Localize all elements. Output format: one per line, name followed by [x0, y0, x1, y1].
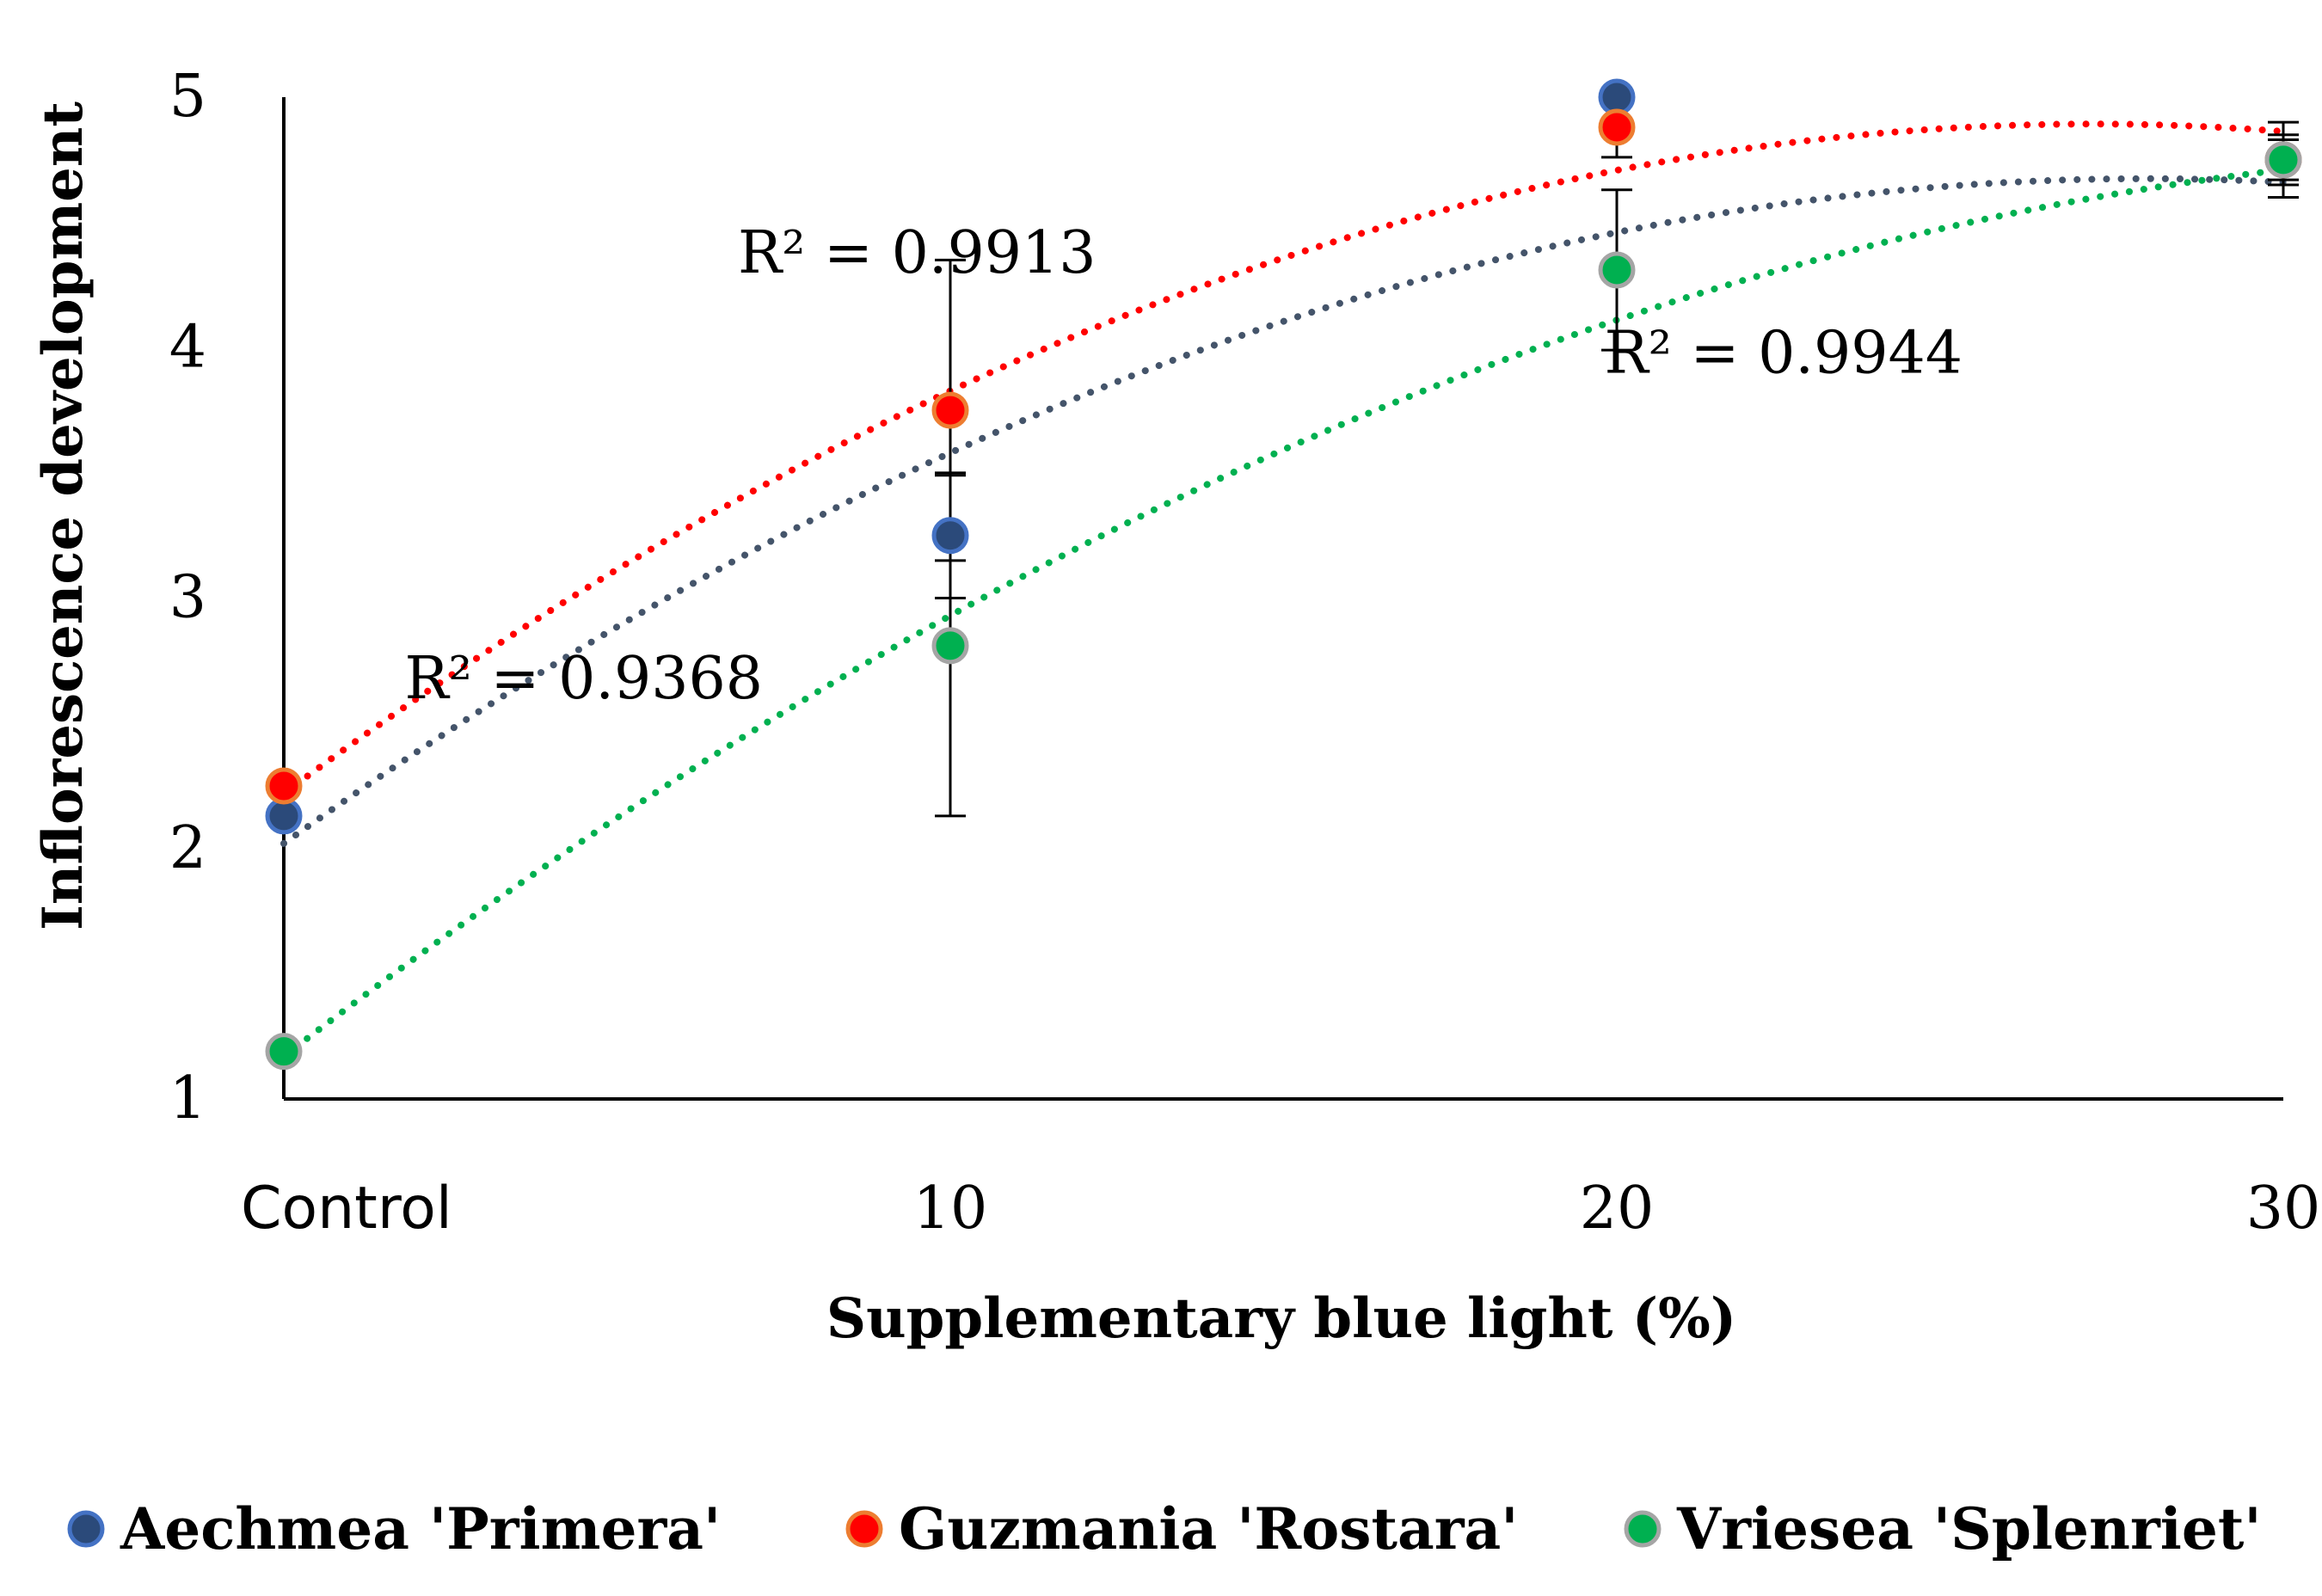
- trendline: [280, 166, 2287, 1060]
- y-tick-label: 2: [169, 814, 206, 882]
- x-tick-label: 10: [913, 1175, 988, 1243]
- data-point: [931, 391, 969, 429]
- y-tick-label: 4: [169, 313, 206, 381]
- trendlines: [280, 120, 2287, 1060]
- y-tick-label: 3: [169, 564, 206, 632]
- data-point: [931, 627, 969, 665]
- data-point: [1598, 251, 1636, 289]
- x-axis-title: Supplementary blue light (%): [826, 1286, 1736, 1351]
- x-tick-label: Control: [241, 1175, 452, 1243]
- r2-label: R² = 0.9368: [404, 645, 763, 713]
- labels: Supplementary blue light (%) Inflorescen…: [31, 101, 1963, 1351]
- error-bars: [935, 95, 2299, 818]
- legend-marker: [1624, 1510, 1662, 1548]
- legend-marker: [67, 1510, 105, 1548]
- axes: 1 2 3 4 5 Control 10 20 30: [169, 63, 2321, 1243]
- legend-label: Vriesea 'Splenriet': [1676, 1495, 2262, 1562]
- data-point: [2264, 141, 2302, 179]
- data-point: [1598, 108, 1636, 146]
- x-tick-label: 30: [2246, 1175, 2321, 1243]
- legend-label: Guzmania 'Rostara': [899, 1495, 1518, 1562]
- y-tick-label: 1: [169, 1065, 206, 1133]
- data-point: [931, 517, 969, 555]
- data-point: [265, 767, 303, 805]
- trendline: [280, 175, 2287, 847]
- data-point: [265, 1033, 303, 1071]
- legend-marker: [845, 1510, 883, 1548]
- data-point: [1598, 78, 1636, 116]
- data-point: [265, 797, 303, 835]
- legend: Aechmea 'Primera' Guzmania 'Rostara' Vries…: [67, 1495, 2262, 1562]
- x-tick-label: 20: [1580, 1175, 1655, 1243]
- r2-label: R² = 0.9913: [738, 219, 1096, 287]
- legend-label: Aechmea 'Primera': [120, 1495, 721, 1562]
- r2-label: R² = 0.9944: [1604, 319, 1963, 387]
- data-points: [265, 78, 2302, 1071]
- y-axis-title: Inflorescence development: [31, 101, 95, 930]
- y-tick-label: 5: [169, 63, 206, 131]
